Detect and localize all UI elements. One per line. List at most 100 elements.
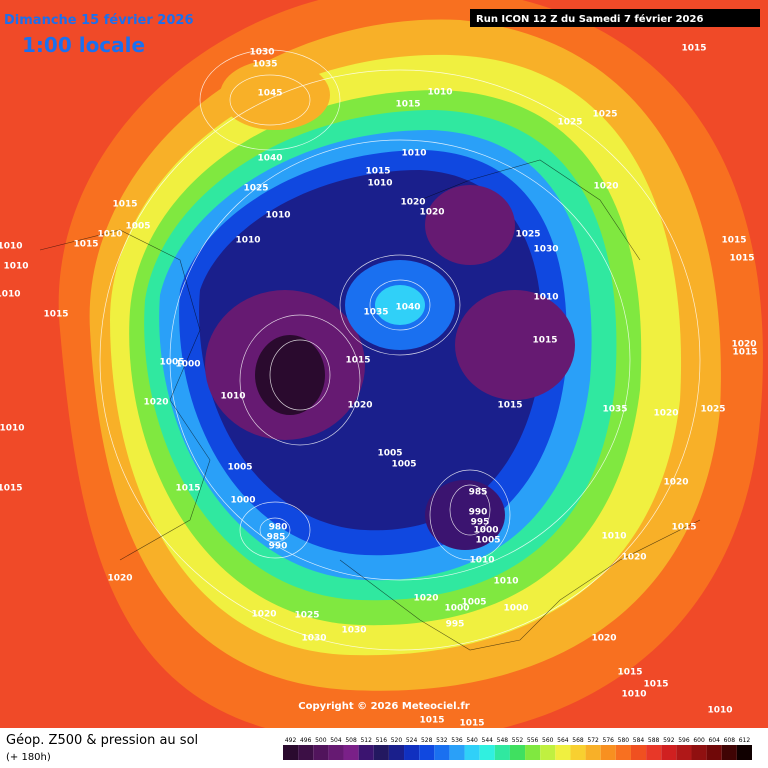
isobar-label: 1005 xyxy=(377,449,402,459)
isobar-label: 1000 xyxy=(444,604,469,614)
scale-label: 492 xyxy=(285,737,297,744)
isobar-label: 1035 xyxy=(363,308,388,318)
isobar-label: 1010 xyxy=(469,556,494,566)
scale-swatch xyxy=(479,745,495,760)
scale-label: 504 xyxy=(330,737,342,744)
isobar-label: 1020 xyxy=(419,208,444,218)
scale-swatch xyxy=(373,745,389,760)
map xyxy=(0,0,768,728)
isobar-label: 1005 xyxy=(475,536,500,546)
scale-swatch xyxy=(388,745,405,760)
scale-label: 580 xyxy=(618,737,630,744)
scale-swatch xyxy=(630,745,647,760)
isobar-label: 1025 xyxy=(294,611,319,621)
scale-swatch xyxy=(313,745,329,760)
isobar-label: 1000 xyxy=(230,496,255,506)
scale-swatch xyxy=(419,745,435,760)
isobar-label: 1020 xyxy=(251,610,276,620)
scale-swatch xyxy=(600,745,616,760)
scale-swatch xyxy=(343,745,359,760)
scale-label: 556 xyxy=(527,737,539,744)
isobar-label: 1010 xyxy=(0,424,25,434)
isobar-label: 1025 xyxy=(592,110,617,120)
scale-label: 544 xyxy=(482,737,494,744)
isobar-label: 1020 xyxy=(413,594,438,604)
scale-label: 536 xyxy=(451,737,463,744)
scale-label: 516 xyxy=(376,737,388,744)
isobar-label: 1005 xyxy=(461,598,486,608)
color-scale: 492 496 500 504 508 512 516 520 524 528 532 536 540 5… xyxy=(283,737,752,760)
isobar-label: 995 xyxy=(446,620,465,630)
isobar-label: 1020 xyxy=(400,198,425,208)
isobar-label: 1020 xyxy=(593,182,618,192)
scale-label: 596 xyxy=(678,737,690,744)
date: Dimanche 15 février 2026 xyxy=(4,13,194,28)
scale-label: 512 xyxy=(360,737,372,744)
isobar-label: 1005 xyxy=(125,222,150,232)
scale-swatch xyxy=(721,745,737,760)
scale-swatch xyxy=(449,745,465,760)
scale-swatch xyxy=(525,745,541,760)
isobar-label: 1020 xyxy=(143,398,168,408)
scale-swatch xyxy=(358,745,374,760)
scale-label: 592 xyxy=(663,737,675,744)
isobar-label: 1015 xyxy=(643,680,668,690)
isobar-label: 1015 xyxy=(497,401,522,411)
isobar-label: 980 xyxy=(269,523,288,533)
isobar-label: 1010 xyxy=(265,211,290,221)
scale-swatch xyxy=(646,745,662,760)
isobar-label: 1035 xyxy=(602,405,627,415)
isobar-label: 985 xyxy=(267,533,286,543)
isobar-label: 1025 xyxy=(515,230,540,240)
isobar-label: 1020 xyxy=(591,634,616,644)
scale-swatch xyxy=(464,745,480,760)
isobar-label: 1015 xyxy=(721,236,746,246)
isobar-label: 1015 xyxy=(175,484,200,494)
isobar-label: 1040 xyxy=(395,303,420,313)
isobar-label: 1005 xyxy=(159,358,184,368)
scale-label: 552 xyxy=(512,737,524,744)
scale-label: 576 xyxy=(603,737,615,744)
scale-label: 604 xyxy=(708,737,720,744)
isobar-label: 1015 xyxy=(681,44,706,54)
isobar-label: 1020 xyxy=(653,409,678,419)
scale-label: 540 xyxy=(466,737,478,744)
isobar-label: 1010 xyxy=(0,242,23,252)
isobar-label: 1035 xyxy=(252,60,277,70)
isobar-label: 1015 xyxy=(112,200,137,210)
scale-swatch xyxy=(494,745,510,760)
scale-label: 520 xyxy=(391,737,403,744)
isobar-label: 1025 xyxy=(243,184,268,194)
isobar-label: 1015 xyxy=(365,167,390,177)
isobar-label: 1020 xyxy=(663,478,688,488)
scale-swatch xyxy=(283,745,299,760)
scale-swatch xyxy=(691,745,707,760)
scale-swatch xyxy=(706,745,722,760)
isobar-label: 1015 xyxy=(617,668,642,678)
isobar-labels: 1030103510451040102510151010102510251015… xyxy=(0,44,758,729)
isobar-label: 1015 xyxy=(419,716,444,726)
isobar-label: 1000 xyxy=(503,604,528,614)
run-info: Run ICON 12 Z du Samedi 7 février 2026 xyxy=(476,13,703,25)
isobar-label: 1015 xyxy=(395,100,420,110)
time: 1:00 locale xyxy=(22,33,145,57)
scale-swatch xyxy=(570,745,586,760)
scale-swatch xyxy=(676,745,692,760)
isobar-label: 1015 xyxy=(43,310,68,320)
scale-label: 564 xyxy=(557,737,569,744)
scale-swatch xyxy=(615,745,631,760)
isobar-label: 1015 xyxy=(671,523,696,533)
scale-label: 500 xyxy=(315,737,327,744)
footer-lead: (+ 180h) xyxy=(6,752,51,763)
isobar-label: 1010 xyxy=(97,230,122,240)
scale-label: 572 xyxy=(587,737,599,744)
isobar-label: 1010 xyxy=(235,236,260,246)
isobar-label: 1020 xyxy=(107,574,132,584)
isobar-label: 1010 xyxy=(533,293,558,303)
isobar-label: 1025 xyxy=(557,118,582,128)
scale-swatch xyxy=(434,745,450,760)
isobar-label: 1045 xyxy=(257,89,282,99)
isobar-label: 1010 xyxy=(427,88,452,98)
isobar-label: 1020 xyxy=(731,340,756,350)
